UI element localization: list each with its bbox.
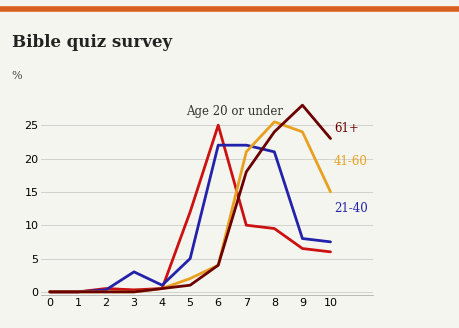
Text: Bible quiz survey: Bible quiz survey (11, 34, 171, 51)
Text: %: % (11, 71, 22, 80)
Text: 61+: 61+ (333, 122, 358, 135)
Text: 21-40: 21-40 (333, 202, 367, 215)
Text: 41-60: 41-60 (333, 155, 367, 168)
Text: Age 20 or under: Age 20 or under (185, 105, 282, 118)
